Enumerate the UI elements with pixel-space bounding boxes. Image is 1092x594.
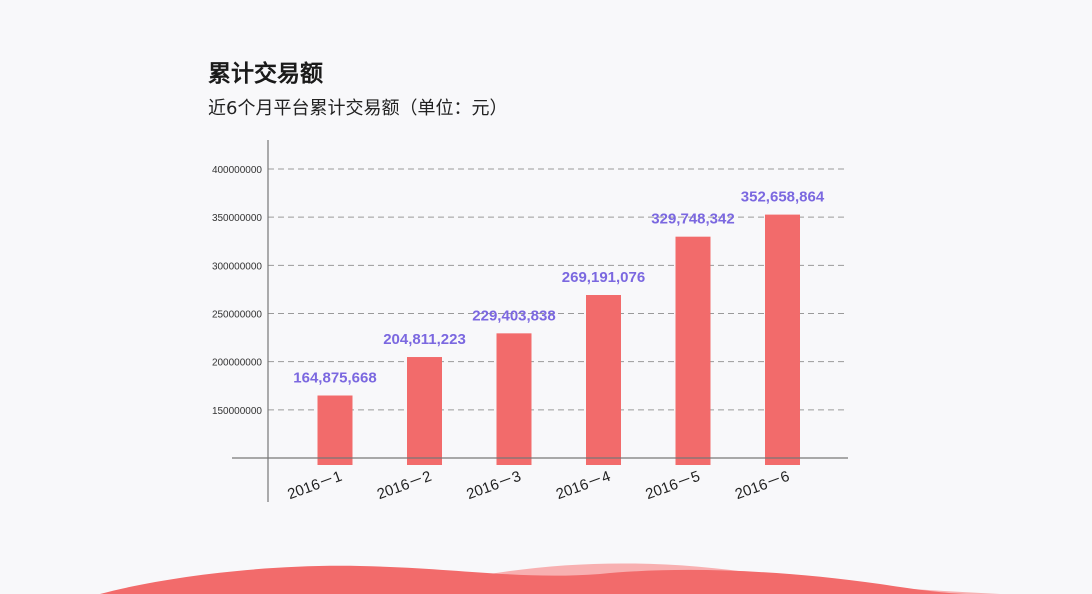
x-tick-label: 2016－6 xyxy=(733,468,792,503)
y-tick-label: 200000000 xyxy=(212,358,262,369)
data-label: 204,811,223 xyxy=(383,331,466,348)
x-tick-label: 2016－3 xyxy=(464,468,523,503)
bar xyxy=(675,236,711,465)
y-tick-label: 250000000 xyxy=(212,310,262,321)
x-tick-label: 2016－2 xyxy=(375,468,434,503)
y-axis: 150000000 200000000 250000000 300000000 3500… xyxy=(212,140,269,502)
grid-lines xyxy=(268,168,848,411)
bar xyxy=(407,357,442,465)
bar xyxy=(765,214,800,465)
x-tick-label: 2016－4 xyxy=(554,468,613,503)
data-label: 269,191,076 xyxy=(562,269,645,286)
bottom-wave-decoration xyxy=(100,563,1000,594)
bar xyxy=(586,295,621,465)
bar xyxy=(317,395,353,465)
y-tick-label: 400000000 xyxy=(212,165,262,176)
y-tick-label: 350000000 xyxy=(212,213,262,224)
x-tick-label: 2016－5 xyxy=(643,468,702,503)
page-subtitle: 近6个月平台累计交易额（单位：元） xyxy=(208,98,508,119)
data-label: 164,875,668 xyxy=(293,370,376,387)
page-title: 累计交易额 xyxy=(208,61,323,87)
bar xyxy=(496,333,532,465)
bars xyxy=(317,214,800,465)
x-tick-label: 2016－1 xyxy=(285,468,344,503)
y-tick-label: 150000000 xyxy=(212,406,262,417)
y-tick-label: 300000000 xyxy=(212,261,262,272)
data-labels: 164,875,668 204,811,223 229,403,838 269,191… xyxy=(293,189,825,387)
wave-dark xyxy=(100,565,970,594)
data-label: 352,658,864 xyxy=(741,189,825,206)
data-label: 329,748,342 xyxy=(651,211,734,228)
data-label: 229,403,838 xyxy=(472,307,555,324)
